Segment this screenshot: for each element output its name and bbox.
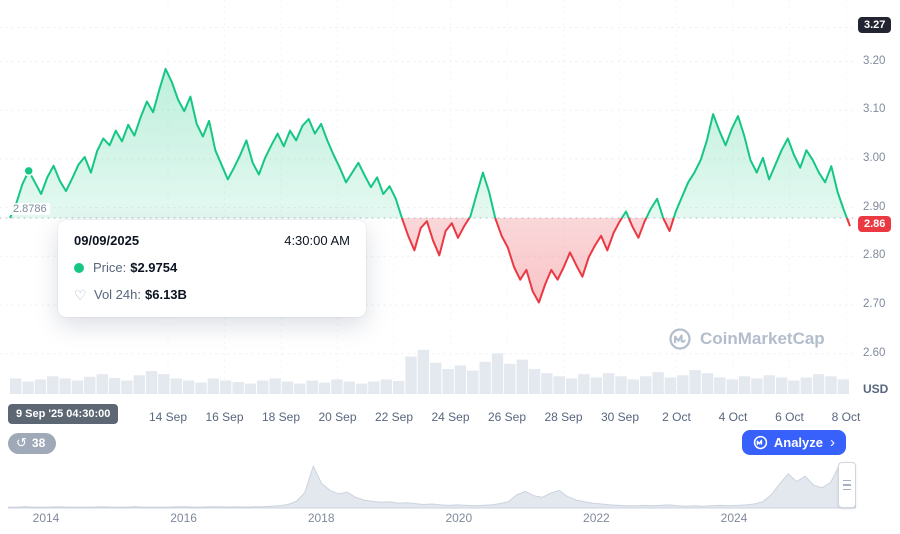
y-axis-tick: 2.70 [863, 297, 886, 310]
y-axis-tick: 2.90 [863, 200, 886, 213]
y-axis-tick: 3.00 [863, 151, 886, 164]
year-label: 2024 [720, 511, 748, 525]
history-clock-icon: ↺ [16, 435, 27, 450]
price-area-up [10, 68, 850, 218]
high-price-badge: 3.27 [858, 17, 892, 34]
heart-icon: ♡ [74, 286, 87, 303]
cursor-date-badge: 9 Sep '25 04:30:00 [8, 404, 119, 424]
minimap-chart[interactable] [8, 460, 856, 510]
chevron-right-icon: › [830, 433, 835, 451]
date-axis: 9 Sep '25 04:30:00 14 Sep 16 Sep 18 Sep 20 … [0, 403, 860, 431]
year-label: 2014 [32, 511, 60, 525]
x-axis-tick: 30 Sep [600, 410, 640, 424]
open-price-label: 2.8786 [10, 203, 50, 216]
price-dot-icon [74, 262, 84, 273]
x-axis-tick: 22 Sep [374, 410, 414, 424]
x-axis-tick: 14 Sep [148, 410, 188, 424]
year-label: 2016 [170, 511, 197, 525]
y-axis-tick: 2.60 [863, 346, 886, 359]
tooltip-vol-value: $6.13B [145, 287, 187, 302]
tooltip-time: 4:30:00 AM [284, 233, 350, 248]
analyze-button[interactable]: Analyze › [741, 430, 846, 455]
year-label: 2018 [307, 511, 335, 525]
x-axis-tick: 2 Oct [662, 410, 691, 424]
volume-bars [10, 349, 849, 394]
x-axis-tick: 28 Sep [544, 410, 583, 424]
x-axis-tick: 26 Sep [487, 410, 527, 424]
currency-unit-label: USD [863, 382, 889, 396]
minimap-handle[interactable] [838, 462, 856, 508]
price-axis: 3.27 2.86 USD 3.20 3.10 3.00 2.90 2.80 2.70 2.… [856, 0, 900, 400]
y-axis-tick: 2.80 [863, 249, 886, 262]
history-count: 38 [31, 436, 46, 450]
history-count-button[interactable]: ↺ 38 [8, 433, 57, 454]
y-axis-tick: 3.20 [863, 54, 886, 67]
price-chart[interactable] [0, 0, 856, 400]
tooltip-price-label: Price: [93, 260, 127, 275]
x-axis-tick: 8 Oct [831, 410, 861, 424]
year-label: 2020 [445, 511, 473, 525]
tooltip-date: 09/09/2025 [74, 233, 140, 248]
coinmarketcap-logo-icon [669, 328, 691, 350]
y-axis-tick: 3.10 [863, 103, 886, 116]
minimap-year-axis: 2014 2016 2018 2020 2022 2024 [8, 511, 856, 529]
year-label: 2022 [583, 511, 610, 525]
x-axis-tick: 20 Sep [318, 410, 357, 424]
chart-tooltip: 09/09/2025 4:30:00 AM Price: $2.9754 ♡ V… [58, 220, 366, 317]
watermark-text: CoinMarketCap [700, 329, 825, 348]
x-axis-tick: 24 Sep [431, 410, 470, 424]
x-axis-tick: 4 Oct [718, 410, 748, 424]
current-price-badge: 2.86 [858, 216, 892, 233]
tooltip-price-value: $2.9754 [130, 260, 178, 275]
tooltip-vol-label: Vol 24h: [94, 287, 141, 302]
minimap-area [8, 464, 856, 509]
hover-point-marker [23, 165, 34, 177]
price-line-up [9, 67, 848, 218]
x-axis-tick: 18 Sep [261, 410, 301, 424]
analyze-label: Analyze [773, 435, 823, 450]
x-axis-tick: 6 Oct [775, 410, 804, 424]
analyze-chart-icon [753, 435, 768, 450]
watermark: CoinMarketCap [668, 327, 825, 351]
price-line-down [10, 218, 851, 304]
x-axis-tick: 16 Sep [205, 410, 244, 424]
